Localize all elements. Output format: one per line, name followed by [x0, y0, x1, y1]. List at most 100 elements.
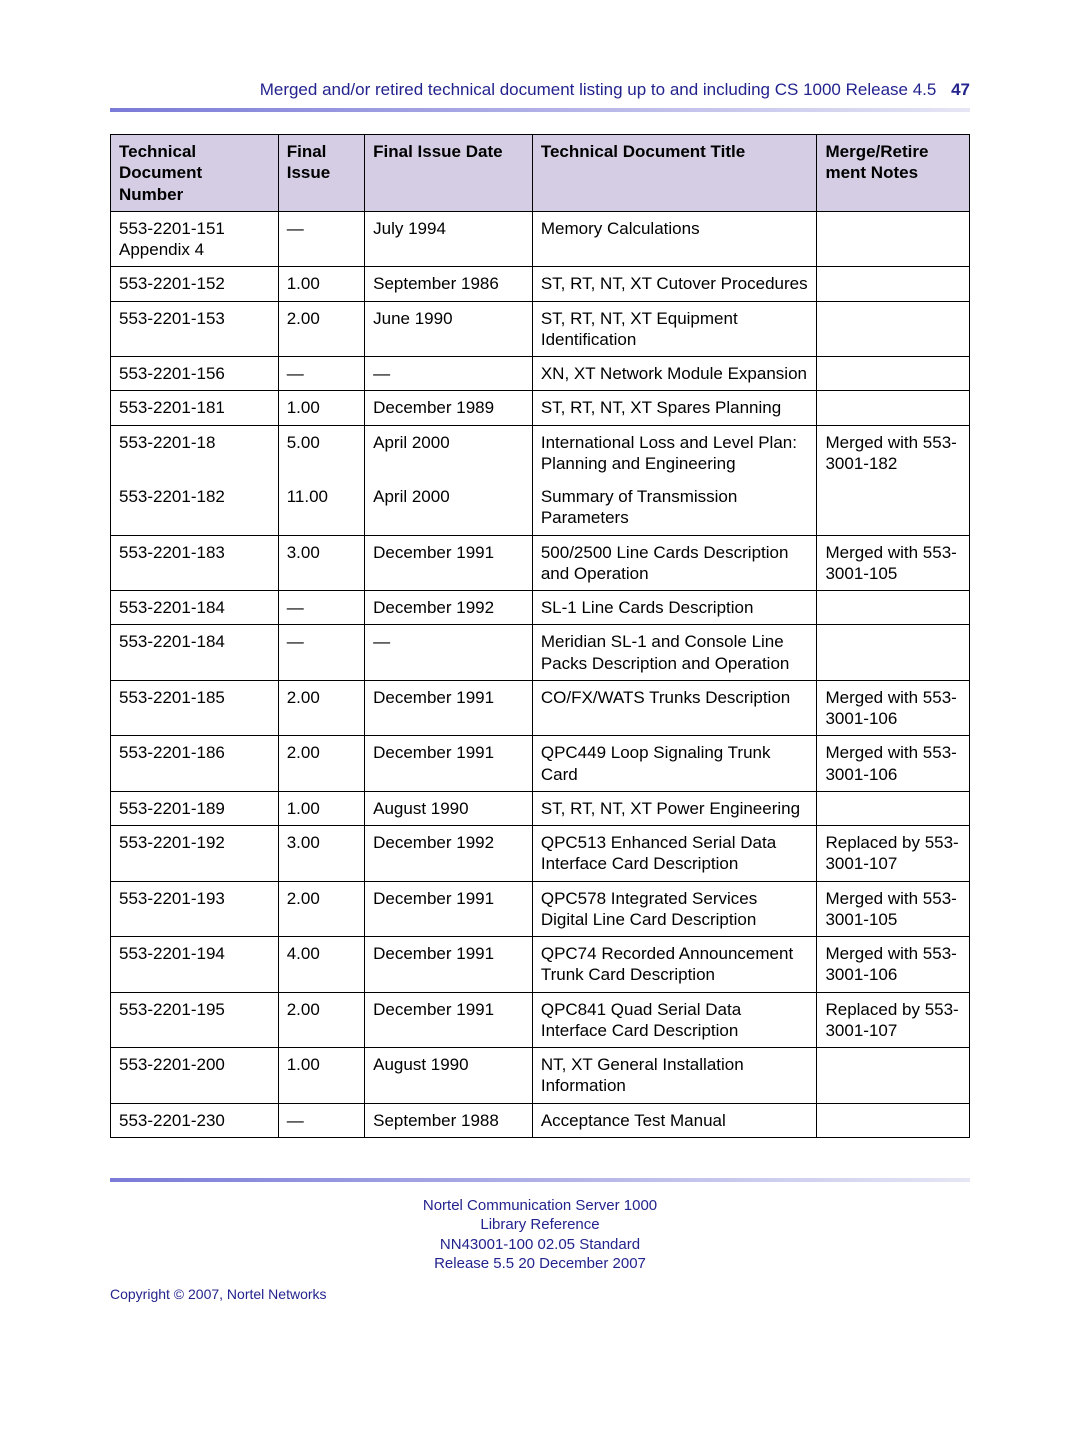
cell-date: December 1992	[365, 826, 533, 882]
cell-date: December 1989	[365, 391, 533, 425]
cell-title: Memory Calculations	[532, 211, 817, 267]
table-row: 553-2201-184——Meridian SL-1 and Console …	[111, 625, 970, 681]
header-separator	[110, 108, 970, 112]
cell-notes: Merged with 553-3001-105	[817, 535, 970, 591]
cell-notes: Merged with 553-3001-182	[817, 425, 970, 480]
table-row: 553-2201-18211.00April 2000Summary of Tr…	[111, 480, 970, 535]
cell-notes	[817, 1103, 970, 1137]
cell-title: Meridian SL-1 and Console Line Packs Des…	[532, 625, 817, 681]
table-row: 553-2201-185.00April 2000International L…	[111, 425, 970, 480]
cell-notes: Replaced by 553-3001-107	[817, 992, 970, 1048]
cell-date: April 2000	[365, 480, 533, 535]
cell-title: ST, RT, NT, XT Spares Planning	[532, 391, 817, 425]
cell-date: July 1994	[365, 211, 533, 267]
cell-issue: 2.00	[278, 301, 364, 357]
cell-notes	[817, 357, 970, 391]
cell-num: 553-2201-185	[111, 680, 279, 736]
cell-issue: —	[278, 591, 364, 625]
cell-notes: Merged with 553-3001-106	[817, 937, 970, 993]
cell-num: 553-2201-182	[111, 480, 279, 535]
cell-date: December 1991	[365, 992, 533, 1048]
cell-title: QPC578 Integrated Services Digital Line …	[532, 881, 817, 937]
cell-issue: —	[278, 625, 364, 681]
cell-title: NT, XT General Installation Information	[532, 1048, 817, 1104]
cell-date: December 1992	[365, 591, 533, 625]
cell-notes	[817, 1048, 970, 1104]
cell-notes: Merged with 553-3001-105	[817, 881, 970, 937]
col-final-issue-date: Final Issue Date	[365, 135, 533, 212]
cell-date: September 1986	[365, 267, 533, 301]
table-row: 553-2201-1521.00September 1986ST, RT, NT…	[111, 267, 970, 301]
table-row: 553-2201-156——XN, XT Network Module Expa…	[111, 357, 970, 391]
cell-title: 500/2500 Line Cards Description and Oper…	[532, 535, 817, 591]
cell-num: 553-2201-151 Appendix 4	[111, 211, 279, 267]
cell-notes	[817, 791, 970, 825]
cell-issue: 1.00	[278, 1048, 364, 1104]
footer-separator	[110, 1178, 970, 1182]
document-table: Technical Document Number Final Issue Fi…	[110, 134, 970, 1138]
table-header-row: Technical Document Number Final Issue Fi…	[111, 135, 970, 212]
cell-issue: 1.00	[278, 391, 364, 425]
footer-block: Nortel Communication Server 1000 Library…	[110, 1196, 970, 1274]
table-row: 553-2201-1862.00December 1991QPC449 Loop…	[111, 736, 970, 792]
cell-title: Summary of Transmission Parameters	[532, 480, 817, 535]
cell-title: QPC841 Quad Serial Data Interface Card D…	[532, 992, 817, 1048]
cell-notes	[817, 480, 970, 535]
cell-notes	[817, 391, 970, 425]
cell-date: December 1991	[365, 736, 533, 792]
cell-num: 553-2201-195	[111, 992, 279, 1048]
cell-num: 553-2201-184	[111, 591, 279, 625]
cell-issue: 2.00	[278, 881, 364, 937]
table-row: 553-2201-1852.00December 1991CO/FX/WATS …	[111, 680, 970, 736]
cell-issue: 2.00	[278, 992, 364, 1048]
cell-title: ST, RT, NT, XT Equipment Identification	[532, 301, 817, 357]
footer-line-1: Nortel Communication Server 1000	[110, 1196, 970, 1216]
cell-issue: —	[278, 1103, 364, 1137]
cell-date: December 1991	[365, 937, 533, 993]
cell-title: SL-1 Line Cards Description	[532, 591, 817, 625]
footer-line-3: NN43001-100 02.05 Standard	[110, 1235, 970, 1255]
footer-line-4: Release 5.5 20 December 2007	[110, 1254, 970, 1274]
cell-title: QPC449 Loop Signaling Trunk Card	[532, 736, 817, 792]
cell-issue: 1.00	[278, 791, 364, 825]
cell-date: December 1991	[365, 680, 533, 736]
cell-num: 553-2201-181	[111, 391, 279, 425]
cell-date: December 1991	[365, 535, 533, 591]
cell-num: 553-2201-200	[111, 1048, 279, 1104]
cell-num: 553-2201-156	[111, 357, 279, 391]
table-row: 553-2201-1532.00June 1990ST, RT, NT, XT …	[111, 301, 970, 357]
cell-notes	[817, 301, 970, 357]
table-row: 553-2201-1833.00December 1991500/2500 Li…	[111, 535, 970, 591]
cell-issue: —	[278, 211, 364, 267]
table-row: 553-2201-230—September 1988Acceptance Te…	[111, 1103, 970, 1137]
cell-date: August 1990	[365, 1048, 533, 1104]
cell-notes: Merged with 553-3001-106	[817, 736, 970, 792]
cell-num: 553-2201-153	[111, 301, 279, 357]
cell-issue: 3.00	[278, 826, 364, 882]
cell-issue: 11.00	[278, 480, 364, 535]
cell-issue: 5.00	[278, 425, 364, 480]
cell-num: 553-2201-184	[111, 625, 279, 681]
cell-notes	[817, 211, 970, 267]
cell-num: 553-2201-194	[111, 937, 279, 993]
cell-num: 553-2201-183	[111, 535, 279, 591]
cell-issue: 1.00	[278, 267, 364, 301]
cell-date: —	[365, 625, 533, 681]
cell-num: 553-2201-18	[111, 425, 279, 480]
table-row: 553-2201-1891.00August 1990ST, RT, NT, X…	[111, 791, 970, 825]
table-row: 553-2201-184—December 1992SL-1 Line Card…	[111, 591, 970, 625]
table-row: 553-2201-1952.00December 1991QPC841 Quad…	[111, 992, 970, 1048]
header-title: Merged and/or retired technical document…	[260, 80, 937, 99]
cell-issue: 2.00	[278, 680, 364, 736]
cell-date: August 1990	[365, 791, 533, 825]
cell-num: 553-2201-230	[111, 1103, 279, 1137]
page-header: Merged and/or retired technical document…	[110, 80, 970, 100]
cell-notes: Replaced by 553-3001-107	[817, 826, 970, 882]
cell-notes	[817, 591, 970, 625]
table-row: 553-2201-151 Appendix 4—July 1994Memory …	[111, 211, 970, 267]
cell-title: QPC74 Recorded Announcement Trunk Card D…	[532, 937, 817, 993]
cell-issue: 2.00	[278, 736, 364, 792]
col-tech-doc-number: Technical Document Number	[111, 135, 279, 212]
cell-notes	[817, 625, 970, 681]
page: Merged and/or retired technical document…	[0, 0, 1080, 1440]
